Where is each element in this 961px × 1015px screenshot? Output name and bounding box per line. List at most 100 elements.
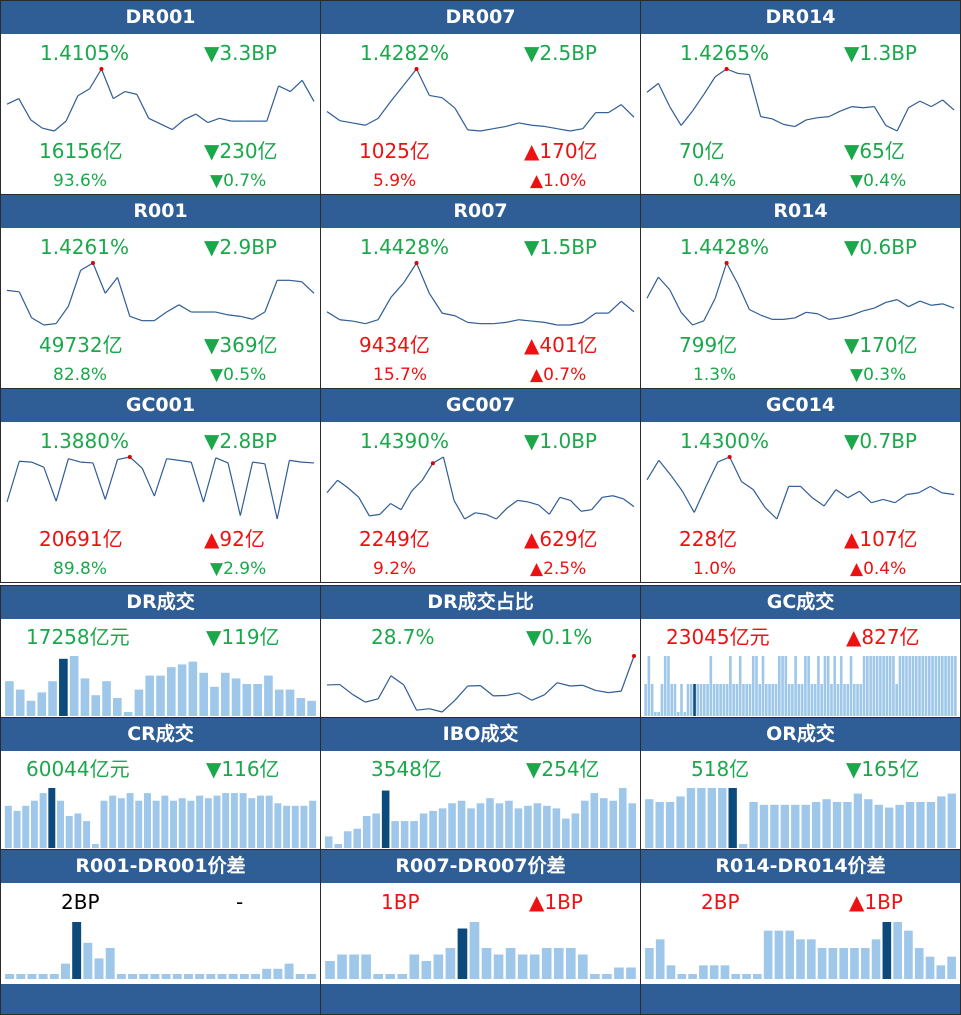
rate-change: ▼1.5BP	[524, 235, 597, 259]
bar	[117, 798, 125, 848]
bar	[126, 793, 134, 848]
line-segment	[873, 106, 887, 126]
bar	[139, 974, 149, 979]
bar-chart	[644, 656, 957, 716]
bar	[898, 656, 902, 716]
bar	[826, 656, 830, 716]
bar	[253, 684, 262, 716]
bar	[709, 656, 713, 716]
sparkline-chart	[646, 261, 955, 326]
share-value: 82.8%	[53, 365, 108, 385]
bar	[725, 684, 729, 716]
bar	[722, 684, 726, 716]
line-segment	[266, 85, 280, 122]
volume-value: 2249亿	[359, 527, 430, 551]
bar	[720, 965, 730, 979]
bar	[222, 793, 230, 848]
line-segment	[608, 104, 622, 114]
line-segment	[467, 129, 481, 132]
bar	[206, 974, 216, 979]
line-segment	[339, 120, 353, 124]
bar	[732, 684, 735, 716]
line-segment	[480, 685, 494, 697]
bar	[941, 656, 944, 716]
bar	[295, 974, 305, 979]
line-segment	[612, 495, 624, 500]
line-segment	[714, 262, 728, 299]
bar	[853, 793, 863, 848]
bar	[543, 805, 551, 848]
panel-cr: CR成交 60044亿元 ▼116亿	[0, 717, 321, 850]
bar	[541, 948, 552, 979]
bar	[872, 656, 876, 716]
line-segment	[19, 460, 32, 463]
line-segment	[800, 485, 813, 499]
panel-title: DR007	[321, 1, 640, 34]
line-segment	[557, 682, 571, 687]
line-segment	[301, 281, 315, 294]
line-segment	[749, 308, 761, 316]
bar	[796, 939, 805, 979]
highlight-point	[724, 261, 729, 265]
line-segment	[906, 492, 919, 496]
bar	[324, 836, 333, 848]
line-segment	[693, 486, 707, 513]
line-segment	[480, 128, 494, 132]
rate-value: 1.4390%	[360, 429, 449, 453]
line-segment	[505, 319, 519, 323]
line-segment	[942, 99, 955, 111]
bar	[947, 793, 956, 848]
highlight-point	[90, 261, 95, 265]
line-segment	[569, 128, 583, 132]
line-segment	[400, 490, 413, 510]
line-segment	[714, 68, 727, 78]
line-segment	[442, 456, 455, 501]
share-value: 1.0%	[693, 559, 737, 579]
line-segment	[646, 82, 659, 93]
bar	[764, 684, 768, 716]
line-segment	[692, 320, 705, 326]
line-segment	[705, 461, 719, 487]
line-segment	[737, 72, 750, 76]
panel-title: CR成交	[1, 718, 320, 751]
bar	[828, 948, 838, 979]
bar-highlight	[728, 788, 737, 848]
footer-bar	[1, 984, 320, 1014]
line-segment	[847, 490, 860, 499]
bar	[161, 795, 169, 848]
bar	[83, 821, 91, 848]
bar	[666, 965, 676, 979]
bar	[895, 804, 904, 848]
line-segment	[441, 699, 456, 713]
bar	[48, 681, 57, 716]
volume-total: 23045亿元	[666, 625, 770, 649]
bar	[5, 974, 15, 979]
line-segment	[301, 79, 315, 102]
volume-value: 70亿	[679, 139, 725, 163]
line-segment	[669, 106, 682, 126]
volume-change: ▼116亿	[206, 757, 280, 781]
line-segment	[623, 498, 635, 508]
volume-change: ▲827亿	[846, 625, 920, 649]
bar	[602, 974, 612, 979]
line-segment	[92, 462, 106, 500]
bar	[27, 974, 37, 979]
line-segment	[776, 486, 790, 520]
line-segment	[365, 698, 379, 703]
line-segment	[942, 303, 955, 309]
bar	[874, 804, 883, 848]
bar	[784, 656, 788, 716]
bar	[859, 684, 863, 716]
panel-title: DR成交占比	[321, 586, 640, 619]
bar	[457, 800, 466, 848]
panel-title: DR001	[1, 1, 320, 34]
highlight-point	[727, 455, 732, 459]
bar	[161, 974, 171, 979]
rate-change: ▼0.6BP	[844, 235, 917, 259]
bar	[265, 795, 273, 848]
bar	[947, 956, 956, 979]
spread-value: 2BP	[61, 890, 100, 914]
line-segment	[771, 118, 784, 125]
line-segment	[531, 124, 545, 128]
bar	[718, 788, 727, 848]
